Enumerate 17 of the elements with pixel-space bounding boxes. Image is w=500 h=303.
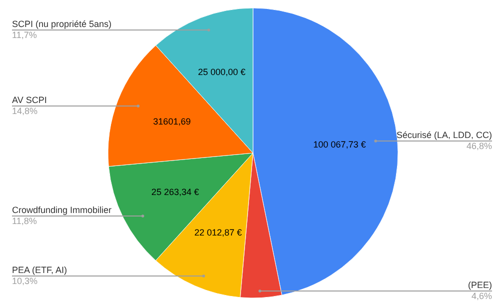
slice-label: (PEE) <box>468 280 492 290</box>
data-label: 22 012,87 € <box>194 228 242 238</box>
text: 14,8% <box>12 106 38 116</box>
slice-label: AV SCPI <box>12 95 47 105</box>
text: 46,8% <box>466 141 492 151</box>
text: 10,3% <box>12 276 38 286</box>
slice-label: SCPI (nu propriété 5ans) <box>12 19 112 29</box>
text: 11,7% <box>12 30 37 40</box>
slice-label: Crowdfunding Immobilier <box>12 205 112 215</box>
data-label: 25 263,34 € <box>151 186 199 197</box>
data-label: 25 000,00 € <box>198 66 246 77</box>
data-label: 31601,69 <box>153 116 191 126</box>
data-label: 100 067,73 € <box>313 139 366 150</box>
slice-label: PEA (ETF, AI) <box>12 265 68 275</box>
text: 4,6% <box>471 291 492 301</box>
slice-label: Sécurisé (LA, LDD, CC) <box>396 130 492 140</box>
text: 11,8% <box>12 216 37 226</box>
